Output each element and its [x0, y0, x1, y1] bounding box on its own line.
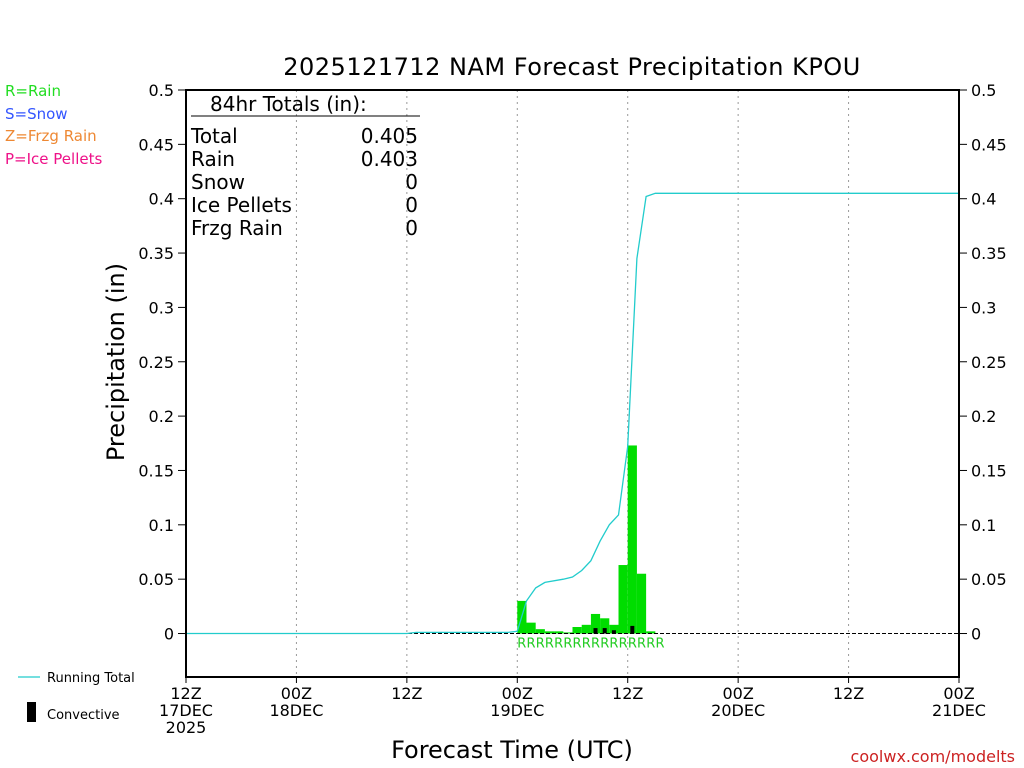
y-tick-label-right: 0.5 — [971, 81, 996, 100]
totals-label-snow: Snow — [191, 170, 245, 194]
precip-bar — [526, 622, 536, 634]
convective-legend-label: Convective — [47, 708, 120, 723]
y-tick-label-right: 0.45 — [971, 135, 1007, 154]
totals-value-ice-pellets: 0 — [405, 193, 418, 217]
ptype-codes: RRRRRRRRRRRRRRRR — [517, 637, 664, 652]
totals-label-ice-pellets: Ice Pellets — [191, 193, 292, 217]
precip-bar — [627, 445, 637, 634]
y-tick-label: 0.15 — [138, 461, 174, 480]
totals-box: 84hr Totals (in): Total 0.405 Rain 0.403… — [190, 92, 420, 240]
convective-bar — [593, 628, 598, 634]
y-tick-label: 0.5 — [149, 81, 174, 100]
series-legend: Running Total Convective — [18, 671, 135, 723]
x-tick-label: 12Z — [833, 684, 864, 703]
x-tick-label: 21DEC — [932, 701, 986, 720]
x-tick-label: 00Z — [502, 684, 533, 703]
legend-ice-pellets: P=Ice Pellets — [5, 150, 102, 168]
running-total-legend-label: Running Total — [47, 671, 135, 686]
y-tick-label: 0.3 — [149, 298, 174, 317]
y-tick-label: 0.25 — [138, 353, 174, 372]
y-tick-label-right: 0.3 — [971, 298, 996, 317]
x-tick-label: 19DEC — [490, 701, 544, 720]
y-tick-label: 0.05 — [138, 570, 174, 589]
x-tick-label: 12Z — [612, 684, 643, 703]
convective-bar — [611, 630, 616, 634]
convective-bar — [630, 625, 635, 634]
precip-bar — [590, 613, 601, 634]
y-tick-label-right: 0.4 — [971, 190, 996, 209]
precip-bar — [581, 624, 591, 634]
totals-value-snow: 0 — [405, 170, 418, 194]
totals-label-rain: Rain — [191, 147, 235, 171]
chart-title: 2025121712 NAM Forecast Precipitation KP… — [283, 53, 861, 81]
convective-bars — [593, 625, 635, 634]
x-tick-label: 00Z — [943, 684, 974, 703]
precip-bar — [563, 632, 573, 634]
ptype-legend: R=Rain S=Snow Z=Frzg Rain P=Ice Pellets — [5, 82, 102, 168]
x-tick-label: 00Z — [722, 684, 753, 703]
credit-text: coolwx.com/modelts — [851, 747, 1015, 766]
totals-label-frzg-rain: Frzg Rain — [191, 216, 283, 240]
x-tick-label: 2025 — [166, 718, 207, 737]
y-axis-left: 0 0.05 0.1 0.15 0.2 0.25 0.3 0.35 0.4 0.45 0.5 — [138, 81, 186, 644]
y-tick-label-right: 0.25 — [971, 353, 1007, 372]
running-total-line — [186, 192, 959, 635]
precip-bar — [572, 626, 582, 634]
y-tick-label-right: 0.05 — [971, 570, 1007, 589]
convective-bar — [602, 628, 607, 634]
legend-snow: S=Snow — [5, 105, 68, 123]
x-tick-label: 20DEC — [711, 701, 765, 720]
precip-bar — [544, 631, 555, 634]
precip-bars — [517, 445, 656, 634]
y-tick-label-right: 0.15 — [971, 461, 1007, 480]
totals-value-frzg-rain: 0 — [405, 216, 418, 240]
totals-value-total: 0.405 — [361, 124, 418, 148]
x-tick-label: 18DEC — [269, 701, 323, 720]
precip-bar — [600, 618, 610, 634]
y-tick-label-right: 0.2 — [971, 407, 996, 426]
x-tick-label: 12Z — [391, 684, 422, 703]
legend-rain: R=Rain — [5, 82, 61, 100]
legend-frzg-rain: Z=Frzg Rain — [5, 127, 97, 145]
y-tick-label: 0.1 — [149, 516, 174, 535]
y-tick-label: 0.35 — [138, 244, 174, 263]
precip-bar — [636, 573, 647, 634]
precip-bar — [646, 631, 656, 634]
x-tick-label: 17DEC — [159, 701, 213, 720]
totals-label-total: Total — [190, 124, 238, 148]
x-tick-label: 00Z — [281, 684, 312, 703]
convective-swatch — [27, 702, 36, 722]
precip-bar — [618, 565, 628, 634]
totals-value-rain: 0.403 — [361, 147, 418, 171]
grid-lines — [295, 90, 850, 677]
y-tick-label: 0.2 — [149, 407, 174, 426]
x-axis-label: Forecast Time (UTC) — [391, 736, 633, 764]
y-tick-label: 0.4 — [149, 190, 174, 209]
y-tick-label: 0 — [164, 625, 174, 644]
y-axis-label: Precipitation (in) — [102, 263, 130, 461]
y-tick-label-right: 0.35 — [971, 244, 1007, 263]
y-tick-label: 0.45 — [138, 135, 174, 154]
y-axis-right: 0 0.05 0.1 0.15 0.2 0.25 0.3 0.35 0.4 0.45 0.5 — [959, 81, 1007, 644]
plot-frame — [185, 89, 960, 678]
x-tick-label: 12Z — [170, 684, 201, 703]
precip-bar — [535, 629, 545, 634]
precip-bar — [609, 624, 619, 634]
y-tick-label-right: 0 — [971, 625, 981, 644]
precip-bar — [554, 631, 564, 634]
y-tick-label-right: 0.1 — [971, 516, 996, 535]
totals-heading: 84hr Totals (in): — [210, 92, 367, 116]
